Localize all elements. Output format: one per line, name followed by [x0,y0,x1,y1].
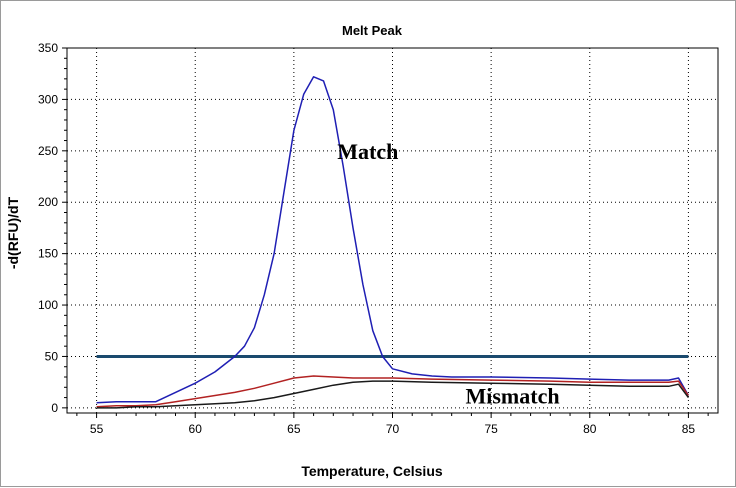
x-tick-label: 75 [484,422,498,436]
x-tick-label: 80 [583,422,597,436]
x-tick-label: 65 [287,422,301,436]
grid [67,47,718,413]
series-line-3 [96,380,690,409]
x-tick-label: 60 [189,422,203,436]
y-tick-label: 350 [38,41,58,55]
y-tick-label: 250 [38,144,58,158]
annotations: Match Mismatch [337,139,559,409]
x-axis-title: Temperature, Celsius [301,463,443,479]
chart-title: Melt Peak [342,23,403,38]
x-tick-label: 55 [90,422,104,436]
series-line-2 [96,375,690,408]
y-tick-label: 200 [38,195,58,209]
x-tick-label: 85 [682,422,696,436]
axis-ticks: 55 60 65 70 75 80 85 0 50 100 150 200 250 300 350 [38,41,709,436]
plot-area [66,47,719,414]
y-tick-label: 300 [38,92,58,106]
x-tick-label: 70 [386,422,400,436]
y-axis-title: -d(RFU)/dT [5,196,21,269]
series-group [96,76,690,409]
series-line-1 [96,76,690,404]
y-tick-label: 0 [51,401,58,415]
y-tick-label: 100 [38,298,58,312]
annotation-match: Match [337,139,398,164]
y-tick-label: 150 [38,247,58,261]
y-tick-label: 50 [45,349,59,363]
annotation-mismatch: Mismatch [465,384,559,409]
